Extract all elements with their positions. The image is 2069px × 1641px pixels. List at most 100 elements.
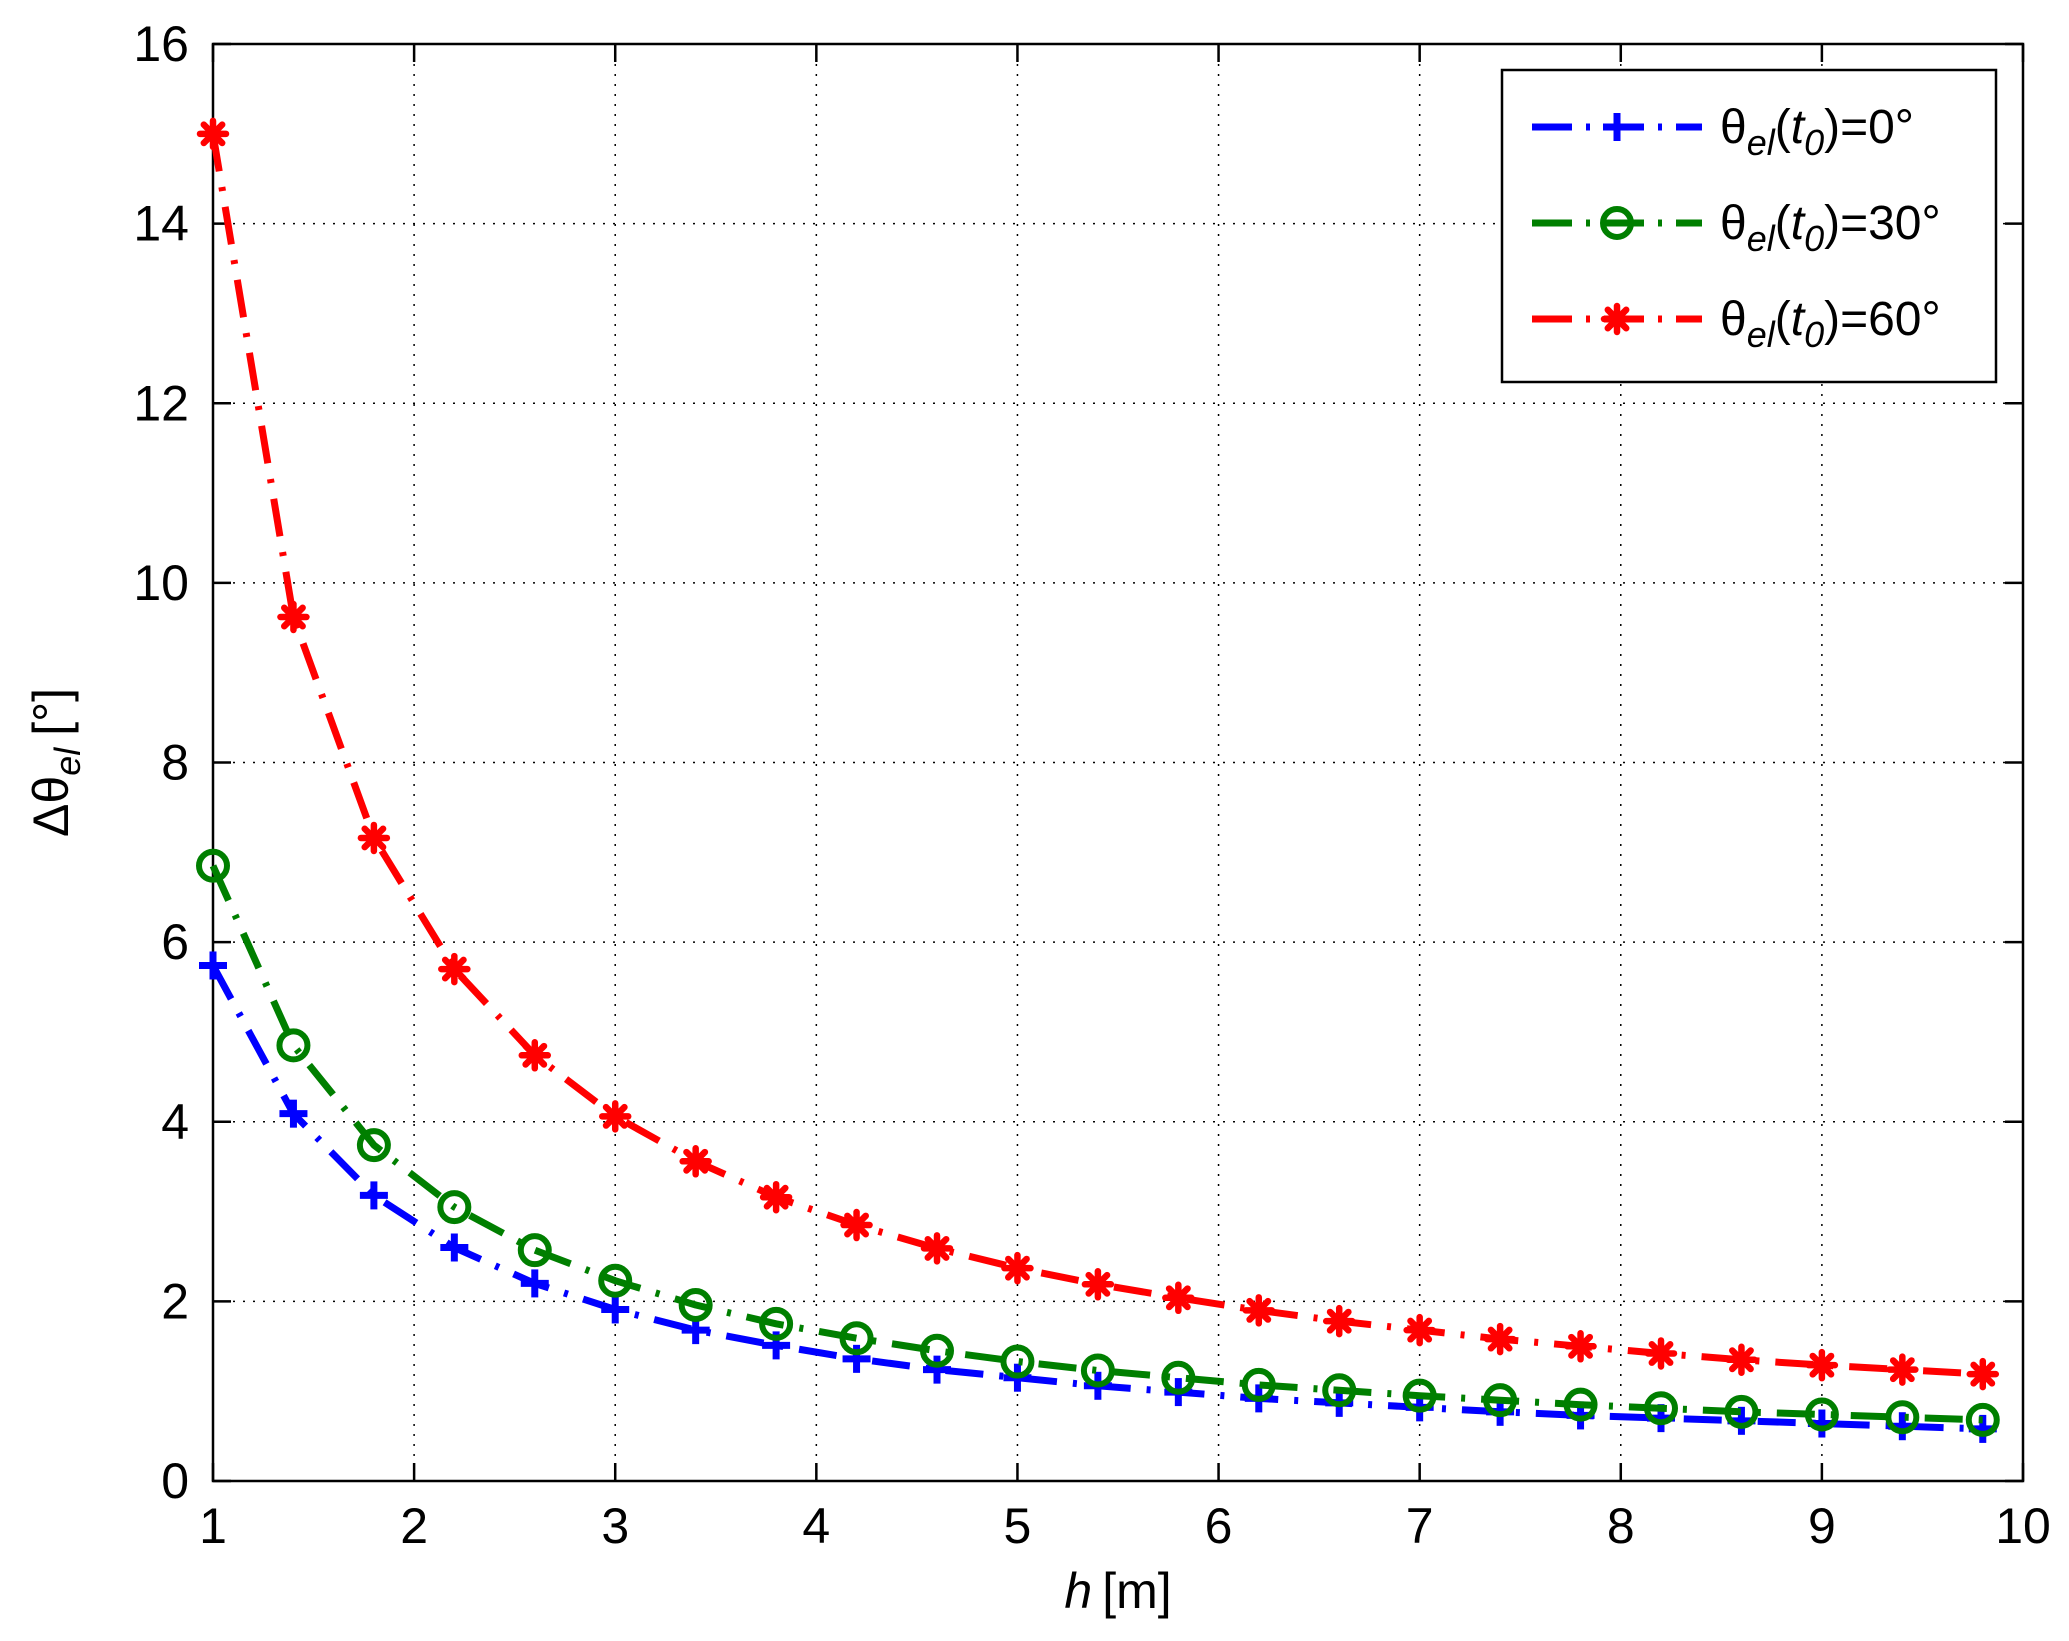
legend-label-sub: el	[1747, 314, 1776, 355]
data-point	[196, 848, 230, 883]
x-tick-label: 8	[1607, 1498, 1635, 1554]
legend-label-theta: θ	[1720, 101, 1747, 154]
series-layer	[196, 117, 2000, 1443]
data-point	[1886, 1353, 1919, 1386]
legend-label-tsub: 0	[1804, 218, 1824, 259]
y-axis-label: Δθel [°]	[23, 688, 88, 837]
data-point	[1241, 1367, 1276, 1402]
x-tick-label: 1	[199, 1498, 227, 1554]
data-point	[598, 1100, 632, 1133]
legend-box	[1500, 68, 1998, 384]
legend-items: θel(t0)=0°θel(t0)=30°θel(t0)=60°	[1532, 101, 1941, 355]
data-point	[440, 1233, 469, 1262]
data-point	[679, 1145, 712, 1178]
legend-marker	[1600, 206, 1634, 240]
y-tick-label: 0	[161, 1453, 189, 1509]
data-point	[1242, 1294, 1276, 1327]
legend-item: θel(t0)=0°	[1532, 101, 1914, 163]
data-point	[1161, 1360, 1196, 1395]
data-point	[359, 1181, 388, 1210]
data-point	[518, 1039, 552, 1072]
data-point	[1081, 1268, 1115, 1301]
data-point	[759, 1306, 794, 1341]
data-point	[356, 1128, 391, 1163]
data-point	[1483, 1383, 1518, 1418]
data-point	[1805, 1348, 1839, 1382]
data-point	[1563, 1387, 1598, 1422]
data-point	[1804, 1397, 1839, 1432]
data-point	[1403, 1313, 1436, 1347]
data-point	[1483, 1322, 1517, 1356]
x-tick-label: 2	[400, 1498, 428, 1554]
x-tick-label: 9	[1808, 1498, 1836, 1554]
data-point	[1724, 1394, 1759, 1429]
data-point	[920, 1232, 954, 1265]
y-tick-label: 6	[161, 914, 189, 970]
y-tick-label: 2	[161, 1273, 189, 1329]
legend-label-suffix: )=60°	[1824, 293, 1941, 346]
legend-label-tsub: 0	[1804, 314, 1824, 355]
x-tick-label: 3	[601, 1498, 629, 1554]
data-point	[1725, 1343, 1758, 1377]
data-point	[840, 1208, 873, 1242]
data-point	[279, 1099, 308, 1128]
legend-marker	[1600, 302, 1634, 336]
legend-label: θel(t0)=30°	[1720, 197, 1941, 259]
data-point	[520, 1269, 549, 1298]
data-point	[277, 600, 310, 634]
legend-label: θel(t0)=60°	[1720, 293, 1941, 355]
data-point	[1966, 1357, 2000, 1391]
y-tick-label: 16	[133, 16, 189, 72]
x-tick-label: 4	[802, 1498, 830, 1554]
data-point	[1322, 1373, 1357, 1408]
data-point	[1564, 1330, 1597, 1363]
legend-label-paren_open: (	[1775, 293, 1791, 346]
data-point	[1644, 1391, 1678, 1426]
x-axis-unit: [m]	[1102, 1563, 1171, 1619]
data-point	[276, 1028, 311, 1063]
legend-label-t: t	[1791, 293, 1806, 346]
data-point	[1402, 1378, 1437, 1413]
data-point	[920, 1333, 954, 1368]
data-point	[437, 1190, 472, 1225]
data-point	[1965, 1402, 2000, 1437]
x-tick-label: 10	[1995, 1498, 2051, 1554]
data-point	[839, 1321, 874, 1356]
y-tick-label: 8	[161, 735, 189, 791]
data-point	[1080, 1353, 1115, 1388]
series-2	[196, 117, 2000, 1391]
data-point	[196, 117, 230, 151]
data-point	[438, 952, 471, 986]
legend-item: θel(t0)=30°	[1532, 197, 1941, 259]
data-point	[1001, 1251, 1034, 1285]
y-axis-unit: [°]	[23, 688, 79, 736]
data-point	[1322, 1304, 1356, 1338]
x-axis-var: h	[1064, 1563, 1092, 1619]
grid	[213, 44, 2023, 1481]
data-point	[1000, 1344, 1035, 1379]
legend-label-sub: el	[1747, 122, 1776, 163]
data-point	[923, 1355, 951, 1384]
data-point	[759, 1180, 793, 1214]
x-tick-label: 7	[1406, 1498, 1434, 1554]
data-point	[678, 1287, 713, 1322]
legend-label-t: t	[1791, 101, 1806, 154]
x-tick-label: 6	[1205, 1498, 1233, 1554]
series-1	[196, 848, 2000, 1437]
y-axis-prefix: Δθ	[23, 776, 79, 837]
legend-label-paren_open: (	[1775, 197, 1791, 250]
legend-label-theta: θ	[1720, 197, 1747, 250]
legend-label-suffix: )=30°	[1824, 197, 1941, 250]
legend-label-suffix: )=0°	[1824, 101, 1914, 154]
data-point	[1162, 1281, 1195, 1315]
legend-label-paren_open: (	[1775, 101, 1791, 154]
data-point	[357, 821, 391, 855]
data-point	[199, 951, 227, 980]
legend-item: θel(t0)=60°	[1532, 293, 1941, 355]
x-axis-label: h [m]	[1064, 1563, 1171, 1619]
legend-marker	[1603, 113, 1631, 141]
y-tick-label: 10	[133, 555, 189, 611]
legend-label-t: t	[1791, 197, 1806, 250]
